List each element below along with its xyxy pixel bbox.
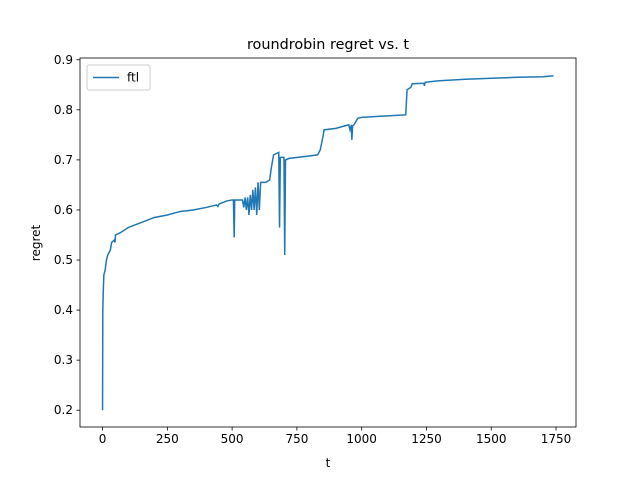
- y-tick-label: 0.5: [54, 253, 73, 267]
- y-tick-label: 0.8: [54, 103, 73, 117]
- y-tick-label: 0.4: [54, 303, 73, 317]
- chart-title: roundrobin regret vs. t: [247, 37, 409, 53]
- x-axis-label: t: [326, 456, 331, 470]
- x-tick-label: 500: [221, 432, 244, 446]
- x-tick-label: 1250: [411, 432, 442, 446]
- legend-label: ftl: [127, 71, 139, 85]
- x-tick-label: 250: [156, 432, 179, 446]
- y-axis-label: regret: [29, 224, 43, 261]
- x-tick-label: 750: [285, 432, 308, 446]
- y-tick-label: 0.7: [54, 153, 73, 167]
- plot-frame: [79, 57, 577, 428]
- y-tick-label: 0.3: [54, 353, 73, 367]
- x-tick-label: 1750: [541, 432, 572, 446]
- y-tick-label: 0.9: [54, 53, 73, 67]
- data-line: [101, 75, 554, 411]
- x-tick-label: 0: [99, 432, 107, 446]
- y-tick-label: 0.2: [54, 403, 73, 417]
- x-tick-label: 1500: [476, 432, 507, 446]
- x-tick-label: 1000: [346, 432, 377, 446]
- y-tick-label: 0.6: [54, 203, 73, 217]
